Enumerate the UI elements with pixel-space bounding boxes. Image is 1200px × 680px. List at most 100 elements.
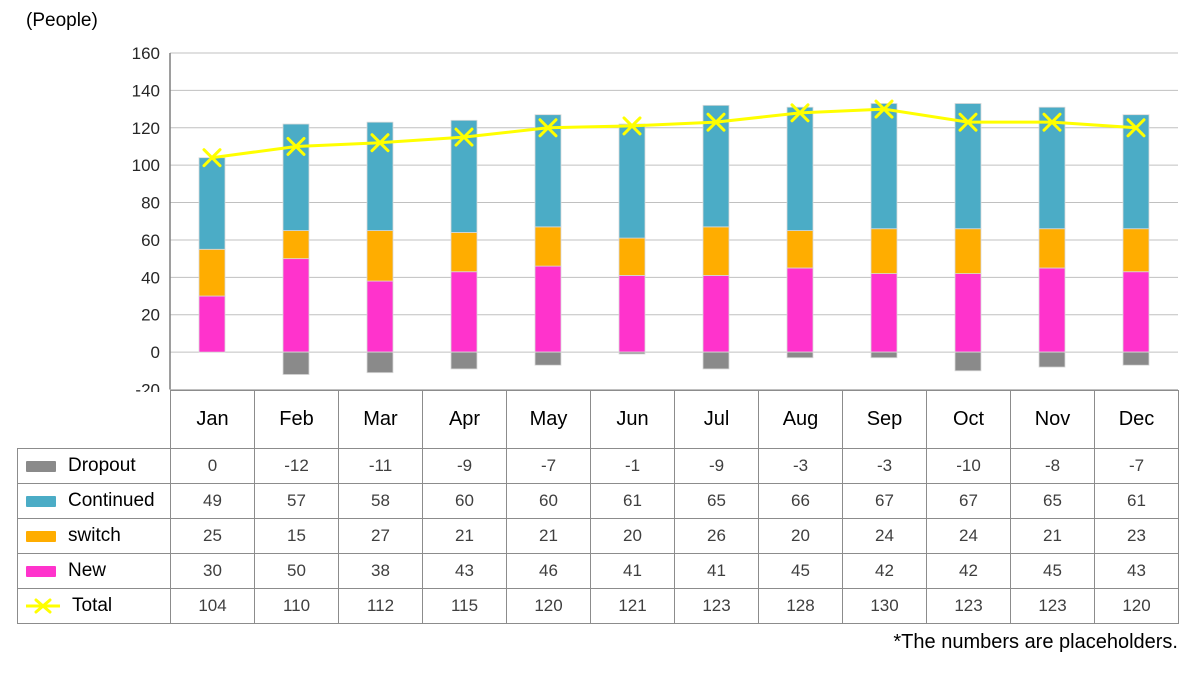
value-cell-dropout: -3 bbox=[758, 448, 843, 484]
bar-segment-continued bbox=[534, 114, 562, 228]
value-cell-total: 128 bbox=[758, 588, 843, 624]
total-x-marker bbox=[874, 99, 894, 119]
bar-segment-new bbox=[366, 280, 394, 353]
value-cell-new: 45 bbox=[1010, 553, 1095, 589]
value-cell-total: 130 bbox=[842, 588, 927, 624]
month-header: Dec bbox=[1094, 390, 1179, 449]
total-x-marker bbox=[454, 127, 474, 147]
bar-segment-new bbox=[282, 258, 310, 353]
value-cell-dropout: -10 bbox=[926, 448, 1011, 484]
value-cell-new: 41 bbox=[590, 553, 675, 589]
bar-segment-switch bbox=[450, 232, 478, 273]
bar-segment-switch bbox=[198, 248, 226, 297]
total-x-marker bbox=[790, 103, 810, 123]
y-tick-label: 80 bbox=[141, 194, 160, 213]
value-cell-continued: 67 bbox=[926, 483, 1011, 519]
table-row-new: New 30 50 38 43 46 41 41 45 42 42 45 43 bbox=[17, 553, 1179, 589]
month-header: Oct bbox=[926, 390, 1011, 449]
value-cell-dropout: -3 bbox=[842, 448, 927, 484]
legend-swatch-new-icon bbox=[26, 565, 56, 577]
value-cell-total: 123 bbox=[1010, 588, 1095, 624]
value-cell-continued: 60 bbox=[506, 483, 591, 519]
bar-segment-dropout bbox=[1122, 351, 1150, 366]
legend-swatch-switch-icon bbox=[26, 530, 56, 542]
month-header: Sep bbox=[842, 390, 927, 449]
y-tick-label: -20 bbox=[135, 381, 160, 393]
bar-segment-dropout bbox=[702, 351, 730, 370]
bar-segment-continued bbox=[870, 103, 898, 230]
value-cell-total: 121 bbox=[590, 588, 675, 624]
month-header: Feb bbox=[254, 390, 339, 449]
month-header: Jul bbox=[674, 390, 759, 449]
bar-segment-new bbox=[954, 273, 982, 353]
bar-segment-new bbox=[786, 267, 814, 353]
y-tick-label: 100 bbox=[132, 156, 160, 175]
value-cell-new: 42 bbox=[842, 553, 927, 589]
table-corner-blank bbox=[18, 391, 171, 449]
y-tick-label: 160 bbox=[132, 44, 160, 63]
value-cell-total: 104 bbox=[170, 588, 255, 624]
bar-segment-switch bbox=[870, 228, 898, 274]
value-cell-switch: 20 bbox=[590, 518, 675, 554]
total-x-marker bbox=[622, 116, 642, 136]
footnote: *The numbers are placeholders. bbox=[893, 631, 1178, 653]
total-x-marker bbox=[538, 118, 558, 138]
bar-segment-dropout bbox=[786, 351, 814, 359]
legend-label: Total bbox=[72, 595, 113, 616]
value-cell-switch: 24 bbox=[842, 518, 927, 554]
total-x-marker bbox=[1126, 118, 1146, 138]
bar-segment-new bbox=[702, 275, 730, 353]
legend-label: Continued bbox=[68, 490, 155, 511]
bar-segment-dropout bbox=[282, 351, 310, 375]
y-tick-label: 20 bbox=[141, 306, 160, 325]
y-axis-title: (People) bbox=[26, 10, 98, 31]
value-cell-dropout: -9 bbox=[422, 448, 507, 484]
month-header: Aug bbox=[758, 390, 843, 449]
value-cell-switch: 21 bbox=[506, 518, 591, 554]
bar-segment-continued bbox=[1038, 106, 1066, 230]
bar-segment-new bbox=[618, 275, 646, 353]
total-x-marker bbox=[370, 133, 390, 153]
value-cell-dropout: -8 bbox=[1010, 448, 1095, 484]
value-cell-new: 46 bbox=[506, 553, 591, 589]
bar-segment-new bbox=[450, 271, 478, 353]
value-cell-new: 30 bbox=[170, 553, 255, 589]
total-x-marker bbox=[286, 136, 306, 156]
month-header: Jan bbox=[170, 390, 255, 449]
value-cell-total: 120 bbox=[1094, 588, 1179, 624]
legend-cell: Dropout bbox=[17, 448, 171, 484]
value-cell-switch: 20 bbox=[758, 518, 843, 554]
bar-segment-dropout bbox=[618, 351, 646, 355]
value-cell-new: 45 bbox=[758, 553, 843, 589]
value-cell-dropout: -1 bbox=[590, 448, 675, 484]
bar-segment-new bbox=[1122, 271, 1150, 353]
bar-segment-continued bbox=[618, 123, 646, 239]
value-cell-dropout: -9 bbox=[674, 448, 759, 484]
value-cell-total: 115 bbox=[422, 588, 507, 624]
bar-segment-switch bbox=[954, 228, 982, 274]
value-cell-dropout: -7 bbox=[506, 448, 591, 484]
value-cell-continued: 58 bbox=[338, 483, 423, 519]
value-cell-dropout: -11 bbox=[338, 448, 423, 484]
value-cell-dropout: -12 bbox=[254, 448, 339, 484]
y-tick-label: 120 bbox=[132, 119, 160, 138]
value-cell-continued: 57 bbox=[254, 483, 339, 519]
value-cell-continued: 61 bbox=[590, 483, 675, 519]
bar-segment-switch bbox=[786, 230, 814, 269]
legend-swatch-continued-icon bbox=[26, 495, 56, 507]
bar-segment-continued bbox=[282, 123, 310, 231]
legend-label: New bbox=[68, 560, 107, 581]
value-cell-new: 38 bbox=[338, 553, 423, 589]
bar-segment-continued bbox=[954, 103, 982, 230]
bar-segment-dropout bbox=[366, 351, 394, 374]
bar-segment-dropout bbox=[534, 351, 562, 366]
table-row-switch: switch 25 15 27 21 21 20 26 20 24 24 21 23 bbox=[17, 518, 1179, 554]
y-tick-label: 0 bbox=[151, 343, 160, 362]
month-header: Apr bbox=[422, 390, 507, 449]
bar-segment-switch bbox=[366, 230, 394, 282]
value-cell-continued: 60 bbox=[422, 483, 507, 519]
value-cell-new: 41 bbox=[674, 553, 759, 589]
month-header: Jun bbox=[590, 390, 675, 449]
y-tick-label: 140 bbox=[132, 81, 160, 100]
value-cell-dropout: 0 bbox=[170, 448, 255, 484]
